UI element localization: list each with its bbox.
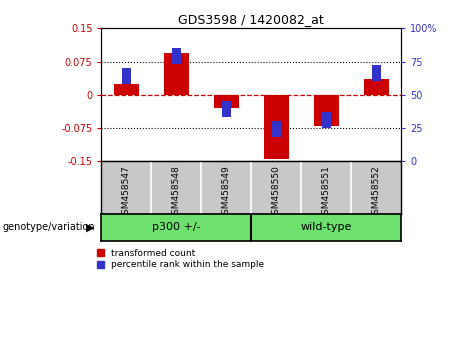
Text: genotype/variation: genotype/variation [2, 222, 95, 233]
Bar [364, 79, 389, 95]
Bar [172, 48, 181, 64]
Bar [214, 95, 239, 108]
Bar [222, 101, 231, 117]
Title: GDS3598 / 1420082_at: GDS3598 / 1420082_at [178, 13, 324, 26]
Bar [122, 68, 131, 84]
Text: GSM458552: GSM458552 [372, 165, 381, 220]
Text: GSM458548: GSM458548 [172, 165, 181, 220]
Text: GSM458547: GSM458547 [122, 165, 131, 220]
Bar [313, 95, 339, 126]
Bar [322, 112, 331, 128]
Text: GSM458551: GSM458551 [322, 165, 331, 220]
Bar [164, 53, 189, 95]
Bar [114, 84, 139, 95]
Text: ▶: ▶ [86, 222, 94, 233]
Text: GSM458549: GSM458549 [222, 165, 231, 220]
Text: GSM458550: GSM458550 [272, 165, 281, 220]
Bar [372, 65, 381, 81]
Bar [272, 121, 281, 137]
Text: p300 +/-: p300 +/- [152, 222, 201, 233]
Bar [264, 95, 289, 159]
Text: wild-type: wild-type [301, 222, 352, 233]
Legend: transformed count, percentile rank within the sample: transformed count, percentile rank withi… [97, 249, 264, 269]
